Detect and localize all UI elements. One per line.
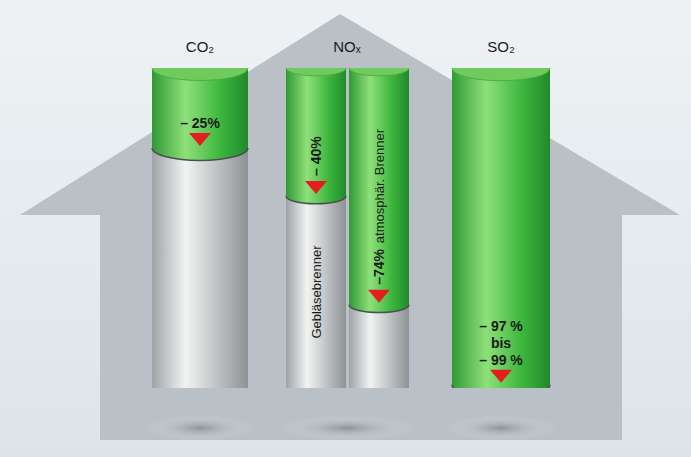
svg-text:Gebläsebrenner: Gebläsebrenner	[309, 245, 324, 339]
svg-text:– 40%: – 40%	[308, 136, 324, 176]
svg-text:atmosphär. Brenner: atmosphär. Brenner	[372, 128, 387, 243]
html-text:CO₂: CO₂	[185, 38, 215, 55]
svg-text:–74%: –74%	[371, 248, 387, 284]
html-text:SO₂: SO₂	[487, 38, 515, 55]
svg-text:– 25%: – 25%	[180, 115, 220, 131]
svg-text:– 97 %bis– 99 %: – 97 %bis– 99 %	[479, 318, 523, 368]
html-text:NOₓ: NOₓ	[333, 38, 361, 55]
